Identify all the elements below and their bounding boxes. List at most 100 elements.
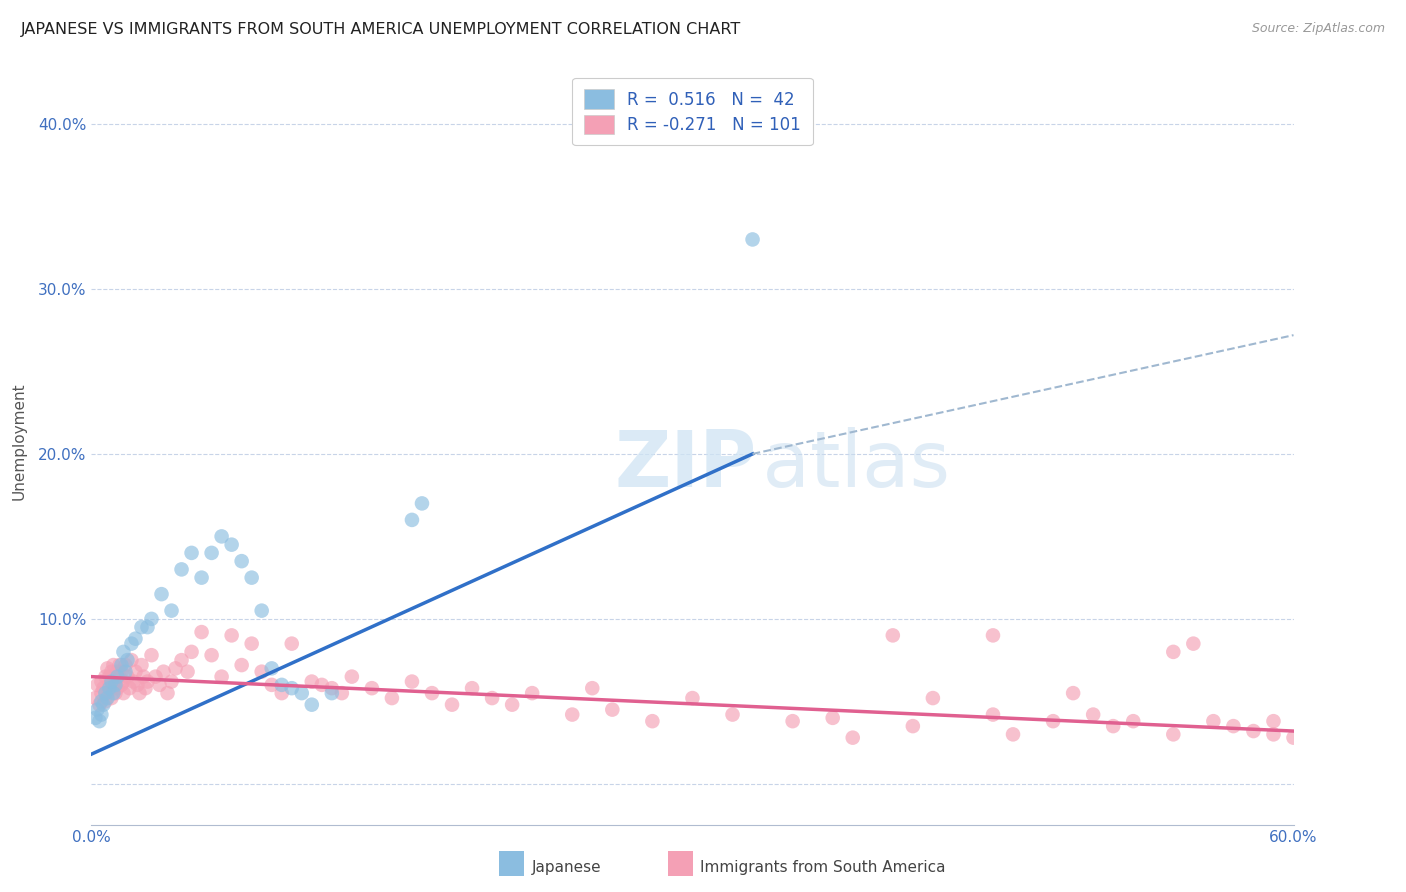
Point bbox=[148, 678, 170, 692]
Point bbox=[107, 670, 129, 684]
Point bbox=[110, 678, 132, 692]
Point bbox=[103, 681, 125, 695]
Point bbox=[821, 711, 844, 725]
Point bbox=[90, 707, 112, 722]
Text: JAPANESE VS IMMIGRANTS FROM SOUTH AMERICA UNEMPLOYMENT CORRELATION CHART: JAPANESE VS IMMIGRANTS FROM SOUTH AMERIC… bbox=[21, 22, 741, 37]
Point bbox=[96, 686, 118, 700]
Point bbox=[882, 628, 904, 642]
Point bbox=[401, 674, 423, 689]
Point bbox=[901, 719, 924, 733]
Point bbox=[84, 711, 107, 725]
Point bbox=[104, 686, 127, 700]
Point bbox=[340, 670, 363, 684]
Point bbox=[420, 686, 443, 700]
Point bbox=[90, 686, 112, 700]
Point bbox=[98, 670, 121, 684]
Point bbox=[98, 678, 121, 692]
Point bbox=[270, 686, 292, 700]
Point bbox=[98, 681, 121, 695]
Point bbox=[100, 674, 122, 689]
Point bbox=[107, 665, 129, 679]
Point bbox=[96, 691, 118, 706]
Point bbox=[260, 678, 283, 692]
Point bbox=[127, 678, 149, 692]
Point bbox=[721, 707, 744, 722]
Point bbox=[176, 665, 198, 679]
Point bbox=[94, 670, 117, 684]
Point bbox=[117, 653, 139, 667]
Point bbox=[190, 625, 212, 640]
Point bbox=[260, 661, 283, 675]
Point bbox=[124, 665, 146, 679]
Point bbox=[221, 628, 243, 642]
Point bbox=[301, 698, 323, 712]
Point bbox=[1102, 719, 1125, 733]
Point bbox=[90, 694, 112, 708]
Point bbox=[681, 691, 703, 706]
Point bbox=[100, 665, 122, 679]
Point bbox=[1062, 686, 1084, 700]
Point bbox=[108, 670, 131, 684]
Point bbox=[145, 670, 167, 684]
Point bbox=[107, 681, 129, 695]
Point bbox=[112, 645, 135, 659]
Text: Source: ZipAtlas.com: Source: ZipAtlas.com bbox=[1251, 22, 1385, 36]
Point bbox=[1122, 714, 1144, 728]
Point bbox=[291, 686, 314, 700]
Point bbox=[180, 645, 202, 659]
Point bbox=[150, 587, 173, 601]
Point bbox=[1263, 714, 1285, 728]
Point bbox=[93, 698, 115, 712]
Point bbox=[250, 665, 273, 679]
Point bbox=[134, 681, 156, 695]
Point bbox=[311, 678, 333, 692]
Point bbox=[103, 658, 125, 673]
Point bbox=[1042, 714, 1064, 728]
Point bbox=[281, 681, 304, 695]
Text: Immigrants from South America: Immigrants from South America bbox=[700, 861, 946, 875]
Point bbox=[321, 686, 343, 700]
Point bbox=[89, 714, 111, 728]
Point bbox=[104, 678, 127, 692]
Point bbox=[86, 703, 108, 717]
Point bbox=[104, 674, 127, 689]
Point bbox=[84, 691, 107, 706]
Point bbox=[1182, 637, 1205, 651]
Point bbox=[1243, 724, 1265, 739]
Point bbox=[561, 707, 583, 722]
Point bbox=[108, 658, 131, 673]
Point bbox=[121, 637, 143, 651]
Point bbox=[522, 686, 544, 700]
Point bbox=[128, 686, 150, 700]
Point bbox=[141, 612, 163, 626]
Point bbox=[1001, 727, 1024, 741]
Point bbox=[201, 546, 224, 560]
Point bbox=[1202, 714, 1225, 728]
Point bbox=[170, 562, 193, 576]
Point bbox=[841, 731, 863, 745]
Point bbox=[211, 529, 233, 543]
Y-axis label: Unemployment: Unemployment bbox=[11, 383, 27, 500]
Point bbox=[461, 681, 484, 695]
Point bbox=[641, 714, 664, 728]
Point bbox=[1282, 731, 1305, 745]
Point bbox=[581, 681, 603, 695]
Point bbox=[981, 707, 1004, 722]
Point bbox=[112, 674, 135, 689]
Point bbox=[165, 661, 187, 675]
Point bbox=[782, 714, 804, 728]
Point bbox=[411, 496, 433, 510]
Point bbox=[131, 620, 153, 634]
Point bbox=[103, 686, 125, 700]
Point bbox=[114, 665, 136, 679]
Point bbox=[190, 571, 212, 585]
Point bbox=[93, 681, 115, 695]
Point bbox=[160, 674, 183, 689]
Point bbox=[100, 691, 122, 706]
Point bbox=[160, 604, 183, 618]
Point bbox=[170, 653, 193, 667]
Point bbox=[1222, 719, 1244, 733]
Point bbox=[401, 513, 423, 527]
Point bbox=[117, 670, 139, 684]
Point bbox=[221, 538, 243, 552]
